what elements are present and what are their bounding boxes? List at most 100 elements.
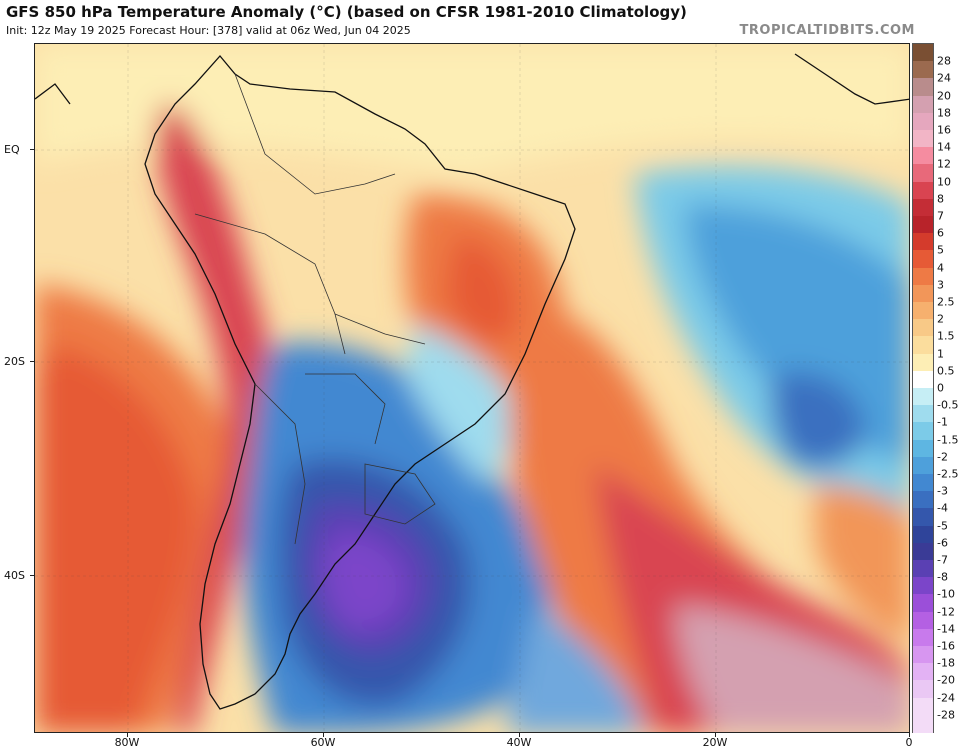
colorbar-label: -24 bbox=[937, 691, 955, 705]
colorbar-swatch bbox=[913, 336, 933, 355]
colorbar-label: 16 bbox=[937, 123, 951, 137]
colorbar-label: -7 bbox=[937, 553, 948, 567]
forecast-info: Init: 12z May 19 2025 Forecast Hour: [37… bbox=[6, 24, 411, 37]
colorbar-swatch bbox=[913, 130, 933, 148]
colorbar-swatch bbox=[913, 233, 933, 251]
coastlines bbox=[35, 53, 909, 710]
colorbar-label: -18 bbox=[937, 656, 955, 670]
lon-label-60w: 60W bbox=[310, 736, 336, 749]
colorbar-swatch bbox=[913, 198, 933, 217]
lon-label-80w: 80W bbox=[114, 736, 140, 749]
colorbar-swatch bbox=[913, 61, 933, 79]
colorbar-label: -16 bbox=[937, 639, 955, 653]
graticule bbox=[35, 44, 909, 732]
map-svg bbox=[35, 44, 909, 732]
lat-label-20s: 20S bbox=[4, 355, 25, 368]
colorbar bbox=[912, 43, 934, 733]
colorbar-label: -2.5 bbox=[937, 467, 959, 481]
colorbar-swatch bbox=[913, 216, 933, 234]
lon-label-20w: 20W bbox=[702, 736, 728, 749]
lon-tick bbox=[909, 733, 910, 737]
colorbar-swatch bbox=[913, 353, 933, 372]
colorbar-swatch bbox=[913, 663, 933, 681]
colorbar-label: 1 bbox=[937, 347, 944, 361]
colorbar-swatch bbox=[913, 697, 933, 716]
colorbar-label: 5 bbox=[937, 243, 944, 257]
south-america-outline bbox=[144, 55, 576, 710]
colorbar-swatch bbox=[913, 456, 933, 475]
lon-label-40w: 40W bbox=[506, 736, 532, 749]
colorbar-swatch bbox=[913, 508, 933, 527]
colorbar-swatch bbox=[913, 525, 933, 544]
colorbar-label: -1 bbox=[937, 415, 948, 429]
colorbar-swatch bbox=[913, 491, 933, 509]
lat-label-eq: EQ bbox=[4, 143, 20, 156]
colorbar-label: 1.5 bbox=[937, 329, 955, 343]
colorbar-swatch bbox=[913, 319, 933, 337]
colorbar-label: 18 bbox=[937, 106, 951, 120]
colorbar-swatch bbox=[913, 611, 933, 630]
colorbar-swatch bbox=[913, 284, 933, 303]
colorbar-label: -28 bbox=[937, 708, 955, 722]
colorbar-swatch bbox=[913, 388, 933, 406]
lat-tick bbox=[30, 361, 34, 362]
colorbar-label: -14 bbox=[937, 622, 955, 636]
colorbar-swatch bbox=[913, 78, 933, 97]
colorbar-swatch bbox=[913, 164, 933, 183]
colorbar-swatch bbox=[913, 560, 933, 578]
colorbar-swatch bbox=[913, 714, 933, 733]
colorbar-label: 8 bbox=[937, 192, 944, 206]
colorbar-swatch bbox=[913, 302, 933, 320]
colorbar-swatch bbox=[913, 474, 933, 492]
colorbar-swatch bbox=[913, 370, 933, 389]
colorbar-label: 7 bbox=[937, 209, 944, 223]
colorbar-swatch bbox=[913, 577, 933, 595]
lon-label-0: 0 bbox=[905, 736, 913, 749]
lon-tick bbox=[715, 733, 716, 737]
colorbar-swatch bbox=[913, 405, 933, 423]
colorbar-label: -1.5 bbox=[937, 433, 959, 447]
lon-tick bbox=[127, 733, 128, 737]
colorbar-label: -4 bbox=[937, 501, 948, 515]
colorbar-label: -20 bbox=[937, 673, 955, 687]
colorbar-swatch bbox=[913, 250, 933, 269]
colorbar-label: 10 bbox=[937, 175, 951, 189]
colorbar-swatch bbox=[913, 439, 933, 458]
colorbar-label: 3 bbox=[937, 278, 944, 292]
colorbar-swatch bbox=[913, 147, 933, 165]
colorbar-label: 24 bbox=[937, 71, 951, 85]
colorbar-label: 12 bbox=[937, 157, 951, 171]
colorbar-swatch bbox=[913, 628, 933, 647]
colorbar-label: -6 bbox=[937, 536, 948, 550]
colorbar-label: 0 bbox=[937, 381, 944, 395]
anomaly-map bbox=[34, 43, 910, 733]
colorbar-swatch bbox=[913, 680, 933, 699]
colorbar-label: 2.5 bbox=[937, 295, 955, 309]
colorbar-swatch bbox=[913, 646, 933, 664]
lat-tick bbox=[30, 575, 34, 576]
colorbar-swatch bbox=[913, 95, 933, 114]
colorbar-label: 28 bbox=[937, 54, 951, 68]
colorbar-swatch bbox=[913, 422, 933, 441]
colorbar-swatch bbox=[913, 594, 933, 613]
colorbar-swatch bbox=[913, 542, 933, 561]
colorbar-label: 4 bbox=[937, 261, 944, 275]
colorbar-label: -12 bbox=[937, 605, 955, 619]
colorbar-label: 2 bbox=[937, 312, 944, 326]
colorbar-swatch bbox=[913, 44, 933, 62]
colorbar-label: -5 bbox=[937, 519, 948, 533]
colorbar-label: -8 bbox=[937, 570, 948, 584]
lon-tick bbox=[519, 733, 520, 737]
source-credit: TROPICALTIDBITS.COM bbox=[739, 23, 915, 38]
map-title: GFS 850 hPa Temperature Anomaly (°C) (ba… bbox=[6, 3, 687, 21]
anomaly-field bbox=[35, 44, 909, 732]
colorbar-label: 6 bbox=[937, 226, 944, 240]
colorbar-label: 0.5 bbox=[937, 364, 955, 378]
colorbar-label: -0.5 bbox=[937, 398, 959, 412]
lat-label-40s: 40S bbox=[4, 569, 25, 582]
colorbar-swatch bbox=[913, 267, 933, 286]
africa-outline bbox=[794, 53, 909, 105]
colorbar-label: 14 bbox=[937, 140, 951, 154]
colorbar-label: -10 bbox=[937, 587, 955, 601]
central-america-outline bbox=[35, 83, 71, 105]
